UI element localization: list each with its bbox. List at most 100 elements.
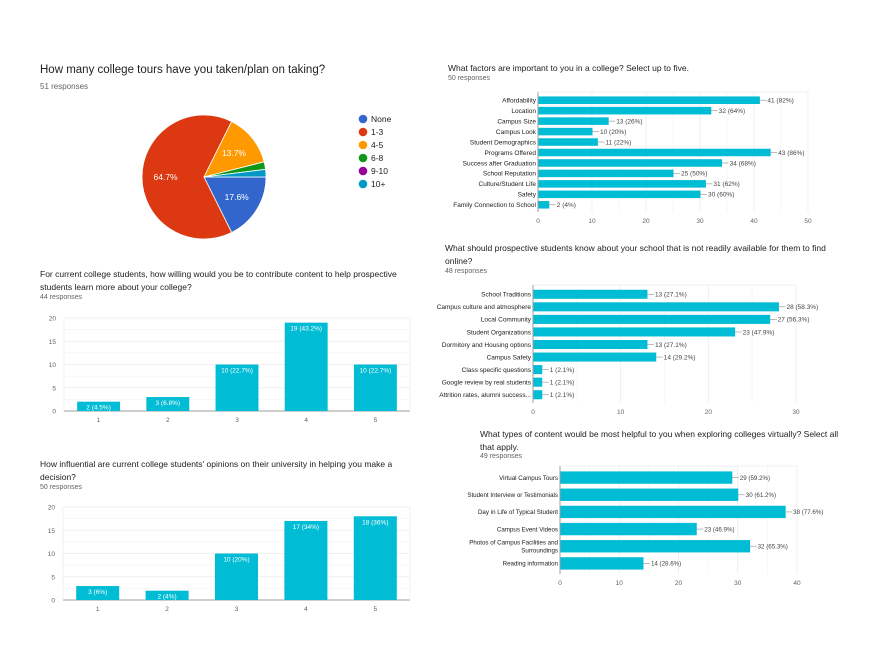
bar (538, 159, 723, 167)
category-label: Student Organizations (467, 329, 532, 336)
data-label: 13 (27.1%) (655, 292, 687, 299)
bar (560, 505, 786, 519)
y-tick-label: 10 (48, 551, 56, 558)
bar (560, 557, 644, 570)
bar (353, 364, 397, 411)
x-tick-label: 0 (536, 218, 540, 225)
x-tick-label: 4 (304, 606, 308, 613)
category-label: Student Demographics (470, 139, 537, 146)
pie-slice-1-3 (141, 114, 233, 240)
data-label: 23 (47.9%) (743, 329, 775, 336)
bar (560, 522, 697, 536)
data-label: 13 (26%) (616, 118, 642, 125)
bar (538, 180, 706, 188)
data-label: 30 (61.2%) (746, 492, 776, 499)
bar (145, 590, 189, 600)
x-tick-label: 0 (558, 580, 562, 587)
know-chart-responses: 48 responses (445, 268, 488, 275)
bar (533, 352, 657, 362)
category-label: Safety (518, 192, 537, 199)
data-label: 17 (34%) (293, 524, 319, 531)
bar (533, 339, 648, 350)
data-label: 10 (20%) (223, 557, 249, 564)
x-tick-label: 10 (588, 218, 596, 225)
data-label: 13 (27.1%) (655, 342, 687, 349)
bar (538, 169, 674, 178)
x-tick-label: 20 (675, 580, 683, 587)
x-tick-label: 3 (235, 606, 239, 613)
data-label: 27 (56.3%) (778, 317, 810, 324)
bar (533, 377, 543, 387)
category-label: Location (511, 108, 536, 115)
category-label: Student Interview or Testimonials (467, 492, 558, 499)
y-tick-label: 0 (51, 598, 55, 605)
know-chart-title: What should prospective students know ab… (445, 243, 826, 266)
data-label: 28 (58.3%) (786, 304, 818, 311)
x-tick-label: 4 (304, 417, 308, 424)
bar (76, 586, 120, 600)
legend-marker-1-3 (358, 127, 368, 137)
pie-slice-label: 64.7% (154, 172, 179, 182)
x-tick-label: 40 (793, 580, 801, 587)
bar (533, 390, 543, 400)
x-tick-label: 1 (96, 606, 100, 613)
y-tick-label: 5 (51, 574, 55, 581)
pie-slice-none (203, 176, 267, 234)
bar (77, 401, 121, 411)
y-tick-label: 15 (48, 528, 56, 535)
data-label: 11 (22%) (605, 139, 631, 146)
data-label: 1 (2.1%) (550, 367, 575, 374)
x-tick-label: 10 (616, 580, 624, 587)
factors-chart-responses: 50 responses (448, 75, 491, 82)
legend-marker-6-8 (358, 153, 368, 163)
x-tick-label: 10 (617, 409, 625, 416)
legend-label: 10+ (371, 179, 385, 189)
category-label: Class specific questions (462, 367, 532, 374)
category-label: Day in Life of Typical Student (478, 509, 558, 516)
data-label: 10 (22.7%) (221, 368, 253, 375)
pie-slice-label: 13.7% (222, 148, 247, 158)
content-chart-title: What types of content would be most help… (480, 429, 839, 452)
data-label: 2 (4%) (158, 594, 177, 601)
bar (284, 520, 328, 600)
y-tick-label: 10 (49, 362, 57, 369)
data-label: 14 (28.6%) (651, 561, 681, 568)
willing-chart-responses: 44 responses (40, 294, 83, 301)
category-label: Culture/Student Life (479, 181, 537, 188)
legend-label: 9-10 (371, 166, 388, 176)
y-tick-label: 5 (52, 385, 56, 392)
category-label: Photos of Campus Facilities and (469, 540, 558, 547)
bar (533, 314, 771, 324)
bar (538, 96, 760, 104)
x-tick-label: 1 (97, 417, 101, 424)
bar (538, 190, 701, 199)
category-label: Campus culture and atmosphere (437, 304, 532, 311)
data-label: 3 (6%) (88, 589, 107, 596)
data-label: 14 (29.2%) (664, 354, 696, 361)
legend-marker-4-5 (358, 140, 368, 150)
bar (533, 327, 736, 337)
category-label: Dormitory and Housing options (442, 342, 532, 349)
data-label: 43 (86%) (778, 150, 804, 157)
category-label: Campus Look (496, 129, 537, 136)
data-label: 3 (6.8%) (156, 400, 181, 407)
category-label: Campus Safety (487, 354, 532, 361)
category-label: Local Community (481, 317, 532, 324)
legend-marker-none (358, 114, 368, 124)
category-label: Attrition rates, alumni success... (439, 392, 531, 399)
pie-chart-title: How many college tours have you taken/pl… (40, 64, 326, 76)
bar (560, 471, 733, 484)
bar (538, 148, 771, 157)
x-tick-label: 30 (734, 580, 742, 587)
bar (533, 365, 543, 375)
bar (146, 397, 190, 411)
legend-label: 6-8 (371, 153, 384, 163)
legend-label: None (371, 114, 392, 124)
category-label: Virtual Campus Tours (499, 475, 558, 482)
data-label: 19 (43.2%) (290, 326, 322, 333)
bar (533, 289, 648, 299)
x-tick-label: 2 (165, 606, 169, 613)
pie-slice-4-5 (203, 120, 265, 178)
data-label: 34 (68%) (730, 160, 756, 167)
bar (538, 138, 598, 146)
